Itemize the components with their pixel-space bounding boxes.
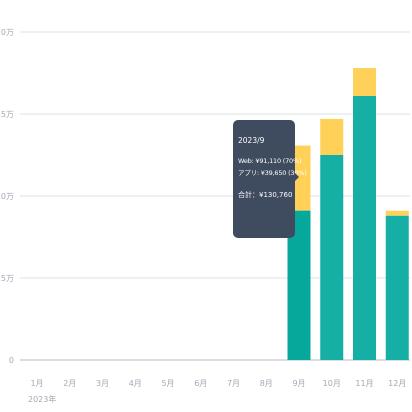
x-tick-label: 1月 (30, 379, 43, 388)
bar-segment[interactable] (320, 118, 344, 155)
x-axis-year-label: 2023年 (28, 394, 56, 404)
x-tick-label: 6月 (194, 379, 207, 388)
bar-segment[interactable] (385, 210, 409, 216)
x-tick-label: 3月 (96, 379, 109, 388)
x-tick-label: 9月 (292, 379, 305, 388)
grid-lines (20, 31, 410, 361)
x-axis-ticks: 1月 2月 3月 4月 5月 6月 7月 8月 9月 10月 11月 12月 (30, 379, 406, 388)
y-tick-label: 15万 (0, 110, 14, 119)
bar-segment[interactable] (353, 95, 376, 361)
y-tick-label: 0 (9, 356, 14, 365)
x-tick-label: 4月 (129, 379, 142, 388)
bars (287, 68, 409, 361)
tooltip-row-app: アプリ: ¥39,650 (30%) (238, 169, 307, 177)
x-tick-label: 7月 (227, 379, 240, 388)
y-tick-label: 10万 (0, 192, 14, 201)
y-tick-label: 20万 (0, 28, 14, 37)
bar-segment[interactable] (320, 155, 344, 360)
x-tick-label: 12月 (388, 379, 406, 388)
y-axis-ticks: 0 5万 10万 15万 20万 (0, 28, 14, 365)
bar-segment[interactable] (385, 215, 409, 360)
tooltip-pointer (295, 173, 299, 181)
x-tick-label: 8月 (260, 379, 273, 388)
x-tick-label: 5月 (161, 379, 174, 388)
tooltip-title: 2023/9 (238, 136, 265, 145)
x-tick-label: 10月 (323, 379, 341, 388)
x-tick-label: 2月 (63, 379, 76, 388)
tooltip-row-web: Web: ¥91,110 (70%) (238, 157, 302, 165)
bar-segment[interactable] (287, 210, 311, 360)
bar-tooltip: 2023/9 Web: ¥91,110 (70%) アプリ: ¥39,650 (… (233, 120, 307, 238)
bar-segment[interactable] (353, 68, 376, 96)
y-tick-label: 5万 (1, 274, 14, 283)
x-tick-label: 11月 (355, 379, 373, 388)
tooltip-total: 合計：¥130,760 (238, 191, 293, 199)
